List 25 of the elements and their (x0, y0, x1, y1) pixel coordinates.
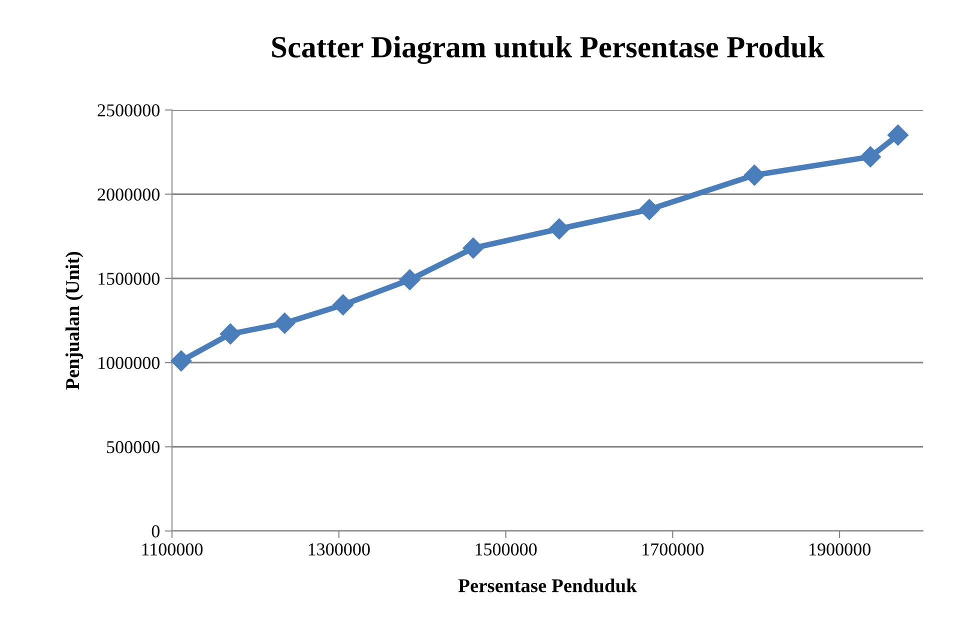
point (170, 350, 192, 372)
point (744, 164, 765, 186)
x-tick-label: 1100000 (142, 543, 203, 556)
x-tick-label: 1900000 (810, 543, 870, 556)
y-axis-title: Penjualan (Unit) (65, 252, 84, 390)
point (332, 294, 354, 316)
point (220, 323, 241, 344)
point (399, 269, 420, 290)
y-tick-label: 2500000 (98, 104, 160, 116)
y-tick-label: 2000000 (98, 188, 160, 201)
point (274, 312, 296, 334)
point (462, 238, 484, 259)
y-tick-label: 1500000 (98, 272, 160, 285)
x-axis-title: Persentase Penduduk (458, 578, 637, 592)
x-tick-label: 1300000 (308, 543, 370, 556)
y-tick-label: 500000 (107, 441, 160, 454)
chart-title: Scatter Diagram untuk Persentase Produk (272, 36, 824, 64)
point (548, 218, 570, 240)
x-tick-label: 1700000 (642, 543, 704, 556)
y-tick-label: 1000000 (98, 356, 160, 370)
y-tick-label: 0 (152, 525, 160, 538)
point (887, 124, 908, 146)
point (638, 199, 660, 220)
x-tick-label: 1500000 (476, 543, 537, 556)
point (860, 146, 881, 168)
